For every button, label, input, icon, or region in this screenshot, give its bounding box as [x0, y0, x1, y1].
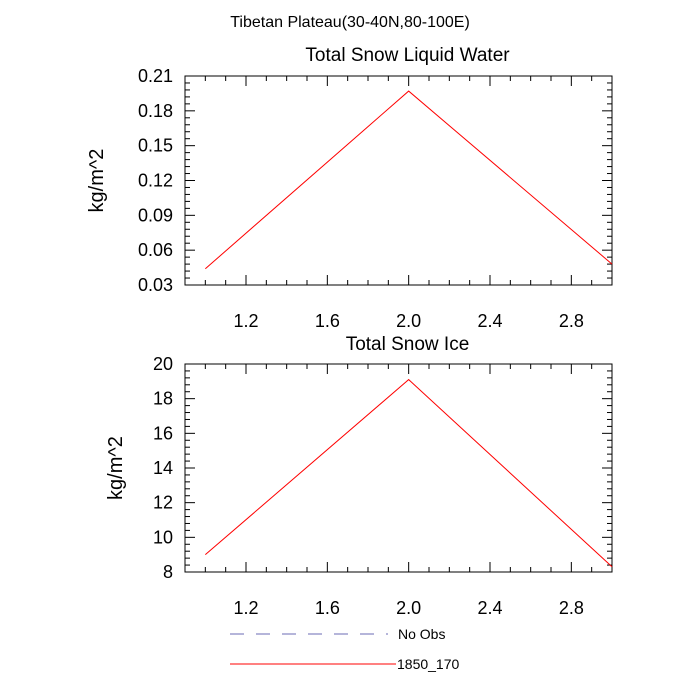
- x-tick-label: 2.0: [396, 598, 421, 618]
- chart-title-snow-liquid-water: Total Snow Liquid Water: [305, 45, 510, 66]
- x-tick-label: 2.8: [559, 598, 584, 618]
- y-tick-label: 16: [153, 423, 173, 443]
- x-tick-label: 1.2: [233, 311, 258, 331]
- series-line-snow-liquid-water: [205, 90, 613, 270]
- chart-title-snow-ice: Total Snow Ice: [346, 334, 470, 355]
- x-tick-label: 1.6: [315, 598, 340, 618]
- y-tick-label: 0.15: [138, 136, 173, 156]
- y-tick-label: 18: [153, 389, 173, 409]
- y-tick-label: 0.06: [138, 240, 173, 260]
- chart-panel-snow-liquid-water: Total Snow Liquid Water 0.03 0.06 0.09 0.12 0…: [86, 45, 613, 331]
- y-tick-label: 0.21: [138, 66, 173, 86]
- y-tick-label: 0.03: [138, 275, 173, 295]
- x-tick-label: 2.8: [559, 311, 584, 331]
- y-tick-label: 12: [153, 493, 173, 513]
- y-axis-label: kg/m^2: [86, 149, 108, 213]
- y-tick-label: 20: [153, 354, 173, 374]
- x-tick-label: 2.4: [477, 311, 502, 331]
- y-tick-label: 0.18: [138, 101, 173, 121]
- y-tick-label: 0.12: [138, 171, 173, 191]
- x-tick-label: 1.2: [233, 598, 258, 618]
- legend: No Obs 1850_170: [230, 626, 460, 672]
- chart-panel-snow-ice: Total Snow Ice 8 10 12 14 16 18 20 1.2 1.6 2.0 2.4 2…: [105, 334, 613, 618]
- figure-title: Tibetan Plateau(30-40N,80-100E): [230, 14, 470, 31]
- legend-label-1850-170: 1850_170: [397, 656, 460, 672]
- x-tick-label: 2.0: [396, 311, 421, 331]
- x-tick-label: 2.4: [477, 598, 502, 618]
- series-line-snow-ice: [205, 378, 613, 568]
- plot-frame: [184, 75, 613, 286]
- legend-label-no-obs: No Obs: [398, 626, 445, 642]
- x-tick-label: 1.6: [315, 311, 340, 331]
- y-tick-label: 0.09: [138, 205, 173, 225]
- y-tick-label: 10: [153, 527, 173, 547]
- y-tick-label: 14: [153, 458, 173, 478]
- y-tick-label: 8: [163, 562, 173, 582]
- plot-frame: [184, 363, 613, 573]
- y-axis-label: kg/m^2: [105, 436, 127, 500]
